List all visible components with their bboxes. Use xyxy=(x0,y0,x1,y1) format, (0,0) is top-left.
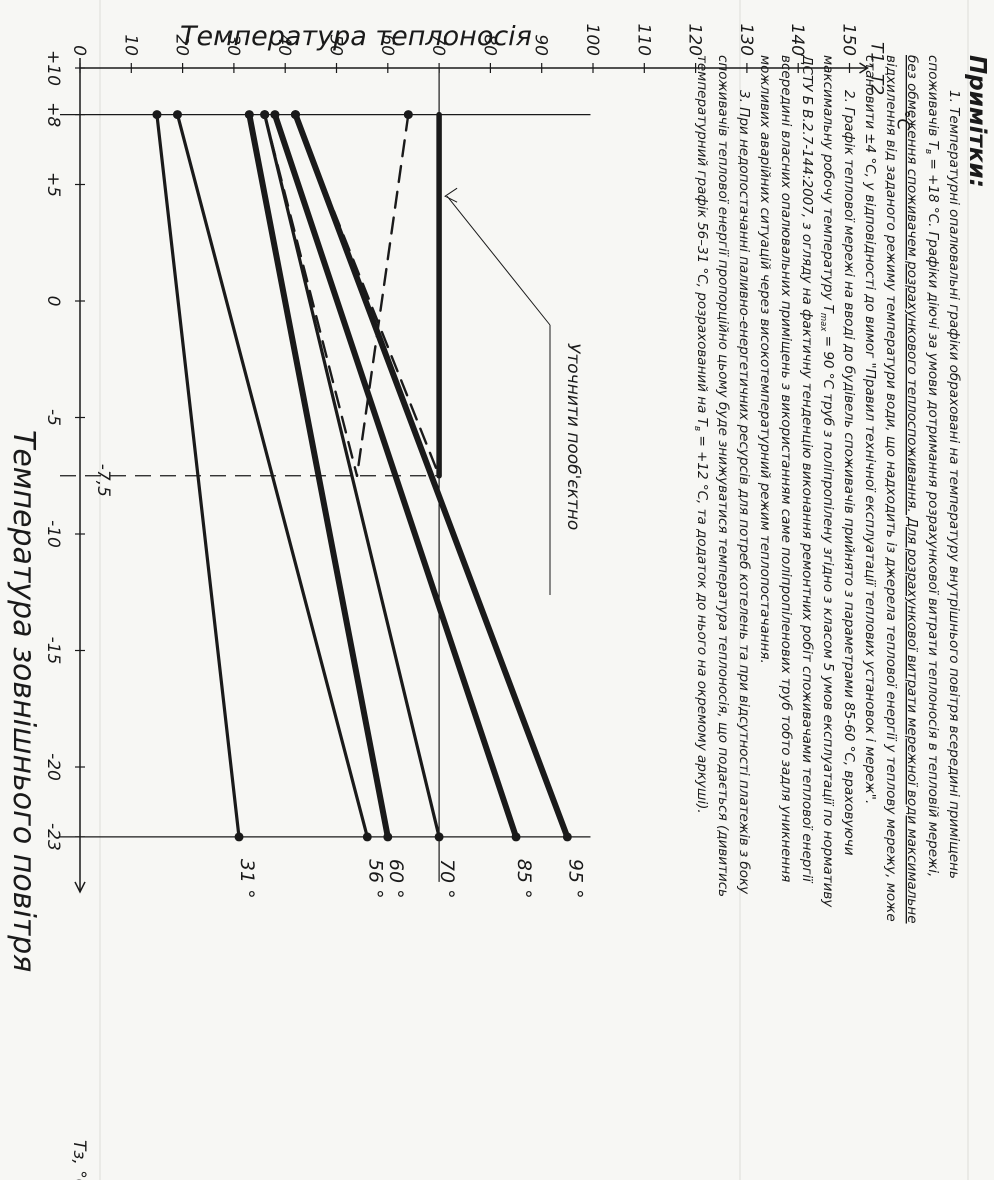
notes-line-13: температурний графік 56–31 °С, розрахова… xyxy=(692,55,710,814)
series-point-start-8 xyxy=(403,110,413,120)
notes-line-5: становити ±4 °С, у відповідності до вимо… xyxy=(862,55,878,804)
annotation-text: Уточнити пооб'єктно xyxy=(563,343,583,530)
y-tick-label: 140 xyxy=(787,24,807,56)
series-point-end-4 xyxy=(383,832,393,842)
y-axis-title: Температура теплоносія xyxy=(180,21,532,52)
notes-line-8: ДСТУ Б В.2.7-144:2007, з огляду на факти… xyxy=(799,54,815,884)
y-tick-label: 70 xyxy=(428,34,448,56)
x-tick-label: +10 xyxy=(43,50,63,86)
y-tick-label: 0 xyxy=(69,45,89,56)
annotation-arrow xyxy=(444,187,458,203)
notes-line-7: максимальну робочу температуру Тmax = 90… xyxy=(818,55,836,908)
x-tick-label: +5 xyxy=(43,172,63,197)
series-end-label-2: 85 ° xyxy=(513,859,535,899)
x-tick-label: -23 xyxy=(43,823,63,851)
x-axis-unit: Тз, °С xyxy=(69,1140,89,1180)
notes-line-2: споживачів Тв = +18 °С. Графіки діючі за… xyxy=(923,55,941,877)
x-tick-label: 0 xyxy=(43,296,63,307)
series-point-start-5 xyxy=(172,110,182,120)
notes-title: Примітки: xyxy=(964,55,990,188)
series-point-end-1 xyxy=(562,832,572,842)
y-tick-label: 120 xyxy=(685,24,705,56)
paper-guide-lines xyxy=(99,0,969,1180)
y-axis-unit: °С xyxy=(893,110,913,131)
series-point-end-5 xyxy=(362,832,372,842)
series-point-start-10 xyxy=(260,110,270,120)
series-point-start-9 xyxy=(290,110,300,120)
chart-labels: -7,5 Температура теплоносія Температура зо… xyxy=(6,21,913,1180)
y-tick-label: 150 xyxy=(839,24,859,56)
y-tick-label: 30 xyxy=(223,34,243,56)
chart-axes xyxy=(60,58,869,894)
y-tick-label: 130 xyxy=(736,24,756,56)
x-axis-title: Температура зовнішнього повітря xyxy=(6,430,41,972)
notes-line-10: можливих аварійних ситуацій через високо… xyxy=(757,55,773,664)
series-point-start-2 xyxy=(270,110,280,120)
notes-line-6: 2. Графік теплової мережі на вводі до бу… xyxy=(841,90,857,856)
y-tick-label: 50 xyxy=(326,34,346,56)
series-line-9 xyxy=(294,113,441,477)
y-axis-arrow xyxy=(859,62,869,74)
y-tick-label: 100 xyxy=(582,24,602,56)
series-point-end-6 xyxy=(234,832,244,842)
y-axis-series-label: Т1, Т2 xyxy=(867,42,887,95)
series-end-label-4: 60 ° xyxy=(385,859,407,899)
x-tick-label: +8 xyxy=(43,102,63,127)
notes-line-12: споживачів теплової енергії пропорційно … xyxy=(715,55,731,897)
notes-block: Примітки: 1. Температурні опалювальні гр… xyxy=(692,54,990,924)
marker-label: -7,5 xyxy=(93,464,113,497)
series-line-10 xyxy=(263,113,359,477)
series-line-2 xyxy=(271,111,519,840)
y-tick-label: 80 xyxy=(479,34,499,56)
series-end-label-5: 56 ° xyxy=(364,859,386,899)
notes-line-3: без обмеження споживачем розрахункового … xyxy=(904,55,920,924)
y-tick-label: 40 xyxy=(274,34,294,56)
series-point-end-3 xyxy=(434,832,444,842)
series-end-label-3: 70 ° xyxy=(436,859,458,899)
series-line-1 xyxy=(292,111,571,840)
x-tick-label: -15 xyxy=(43,637,63,665)
notes-line-4: відхилення від заданого режиму температу… xyxy=(883,55,899,922)
series-end-label-6: 31 ° xyxy=(236,859,258,899)
series-end-label-1: 95 ° xyxy=(564,859,586,899)
series-line-4 xyxy=(246,111,391,840)
notes-line-11: 3. При недопостачанні паливно-енергетичн… xyxy=(736,90,752,895)
annotation-leader xyxy=(446,195,551,326)
x-tick-label: -20 xyxy=(43,753,63,781)
series-point-start-6 xyxy=(152,110,162,120)
series-point-start-4 xyxy=(244,110,254,120)
series-line-8 xyxy=(355,113,410,477)
x-tick-label: -5 xyxy=(43,409,63,426)
y-tick-label: 90 xyxy=(531,34,551,56)
y-tick-label: 20 xyxy=(172,34,192,56)
series-line-3 xyxy=(263,112,441,839)
x-tick-label: -10 xyxy=(43,520,63,548)
x-axis-arrow xyxy=(74,881,86,894)
chart-series xyxy=(152,110,572,842)
y-tick-label: 10 xyxy=(120,34,140,56)
notes-line-1: 1. Температурні опалювальні графіки обра… xyxy=(946,90,962,879)
notes-line-9: всередині власних опалювальних приміщень… xyxy=(778,55,794,882)
y-tick-label: 110 xyxy=(633,24,653,56)
series-line-5 xyxy=(175,112,369,839)
chart-ticks: 0 10 20 30 40 50 60 70 80 90 100 110 120 130 140 150 +10… xyxy=(43,24,859,851)
series-point-end-2 xyxy=(511,832,521,842)
series-line-6 xyxy=(155,112,241,839)
y-tick-label: 60 xyxy=(377,34,397,56)
